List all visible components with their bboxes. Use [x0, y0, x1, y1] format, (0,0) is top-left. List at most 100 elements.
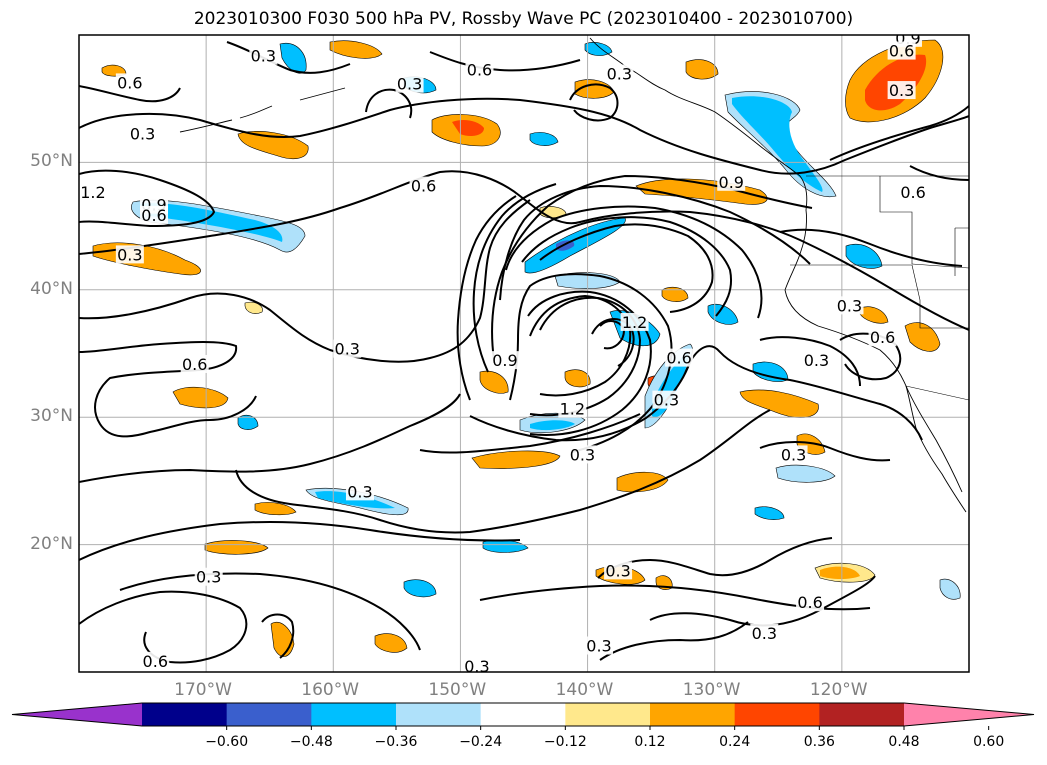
- anomaly-positive: [904, 322, 941, 352]
- contour-label-background: [620, 312, 649, 331]
- anomaly-positive: [237, 131, 309, 159]
- anomaly-positive: [244, 301, 263, 314]
- contour-label: 0.3: [654, 391, 679, 410]
- colorbar-outline: [11, 702, 1035, 727]
- colorbar-segment: [819, 703, 905, 726]
- contour-label: 0.3: [837, 296, 862, 315]
- anomaly-negative: [939, 578, 961, 600]
- contour-line: [235, 409, 771, 534]
- contour-line: [119, 572, 421, 651]
- contour-label-background: [462, 656, 491, 672]
- anomaly-positive: [374, 633, 408, 653]
- anomaly-negative: [754, 506, 785, 520]
- contour-line: [569, 83, 619, 122]
- anomaly-negative: [279, 42, 307, 74]
- contour-line: [456, 195, 517, 401]
- contour-label-background: [140, 205, 169, 224]
- contour-label-background: [802, 351, 831, 370]
- contour-label-background: [79, 182, 107, 201]
- colorbar-extend-high: [904, 703, 1034, 726]
- contour-line: [79, 170, 969, 331]
- contour-line: [521, 216, 732, 317]
- longitude-tick-label: 140°W: [555, 680, 614, 700]
- contour-line: [79, 521, 521, 561]
- contour-label-background: [395, 74, 424, 93]
- colorbar-tick-label: −0.12: [543, 734, 587, 750]
- latitude-tick-label: 40°N: [30, 278, 73, 299]
- contour-line: [79, 85, 181, 103]
- contour-label: 0.3: [607, 64, 632, 83]
- contour-line: [469, 345, 923, 442]
- longitude-tick-label: 130°W: [682, 680, 741, 700]
- contour-label: 0.9: [719, 173, 744, 192]
- aleutian-islands: [179, 87, 346, 133]
- contour-label-background: [893, 35, 922, 47]
- anomaly-negative: [707, 303, 739, 325]
- contour-label: 0.6: [870, 328, 895, 347]
- anomaly-negative: [524, 217, 626, 274]
- contour-label: 0.3: [196, 568, 221, 587]
- map-frame: [78, 34, 970, 673]
- us-west-coastline: [784, 289, 967, 513]
- colorbar-segment: [480, 703, 566, 726]
- anomaly-positive: [254, 502, 297, 516]
- colorbar-tick-label: −0.60: [205, 734, 249, 750]
- colorbar: [11, 702, 1035, 730]
- anomaly-negative: [529, 132, 559, 146]
- anomaly-positive: [685, 59, 719, 80]
- anomaly-negative: [775, 464, 836, 483]
- contour-label: 0.6: [141, 206, 166, 225]
- colorbar-tick-label: −0.36: [374, 734, 418, 750]
- contour-label: 0.6: [797, 593, 822, 612]
- contour-label-background: [333, 339, 362, 358]
- contour-label: 0.6: [143, 652, 168, 671]
- anomaly-negative: [237, 414, 259, 430]
- colorbar-tick-label: 0.24: [719, 734, 751, 750]
- contour-label: 0.3: [570, 445, 595, 464]
- contour-label: 0.3: [130, 124, 155, 143]
- anomaly-positive: [172, 386, 229, 409]
- contour-label-background: [605, 64, 634, 83]
- contour-label-background: [558, 399, 587, 418]
- anomaly-negative: [845, 244, 883, 269]
- contour-label: 0.6: [182, 355, 207, 374]
- anomaly-positive: [820, 566, 860, 579]
- contour-label-background: [115, 245, 144, 264]
- contour-line: [829, 105, 969, 161]
- contour-line: [527, 290, 652, 436]
- colorbar-segment: [226, 703, 312, 726]
- latitude-tick-label: 50°N: [30, 151, 73, 172]
- contour-label: 0.3: [347, 482, 372, 501]
- contour-label: 0.3: [117, 245, 142, 264]
- colorbar-tick-label: −0.24: [459, 734, 503, 750]
- anomaly-positive: [270, 622, 295, 657]
- longitude-tick-label: 150°W: [428, 680, 487, 700]
- anomaly-positive: [859, 306, 889, 324]
- colorbar-segment: [565, 703, 651, 726]
- state-border: [954, 227, 969, 276]
- contour-label: 1.2: [80, 183, 105, 202]
- state-border: [911, 263, 969, 269]
- anomaly-negative: [403, 579, 437, 598]
- contour-label: 0.3: [781, 445, 806, 464]
- contour-label-background: [717, 172, 746, 191]
- contour-label: 0.6: [117, 73, 142, 92]
- colorbar-tick-label: 0.12: [634, 734, 666, 750]
- contour-line: [779, 228, 963, 267]
- contour-line: [597, 537, 833, 579]
- contour-line: [365, 88, 413, 119]
- state-border: [905, 385, 969, 401]
- contour-line: [909, 165, 969, 181]
- contour-line: [419, 413, 641, 454]
- anomaly-negative: [482, 539, 529, 553]
- contour-label: 1.2: [622, 313, 647, 332]
- contour-label-background: [115, 73, 144, 92]
- contour-label-background: [345, 482, 374, 501]
- contour-label: 0.3: [397, 75, 422, 94]
- contour-line: [226, 41, 351, 74]
- contour-label: 0.3: [251, 47, 276, 66]
- anomaly-positive: [479, 370, 509, 394]
- contour-line: [261, 613, 295, 659]
- contour-label-background: [604, 561, 633, 580]
